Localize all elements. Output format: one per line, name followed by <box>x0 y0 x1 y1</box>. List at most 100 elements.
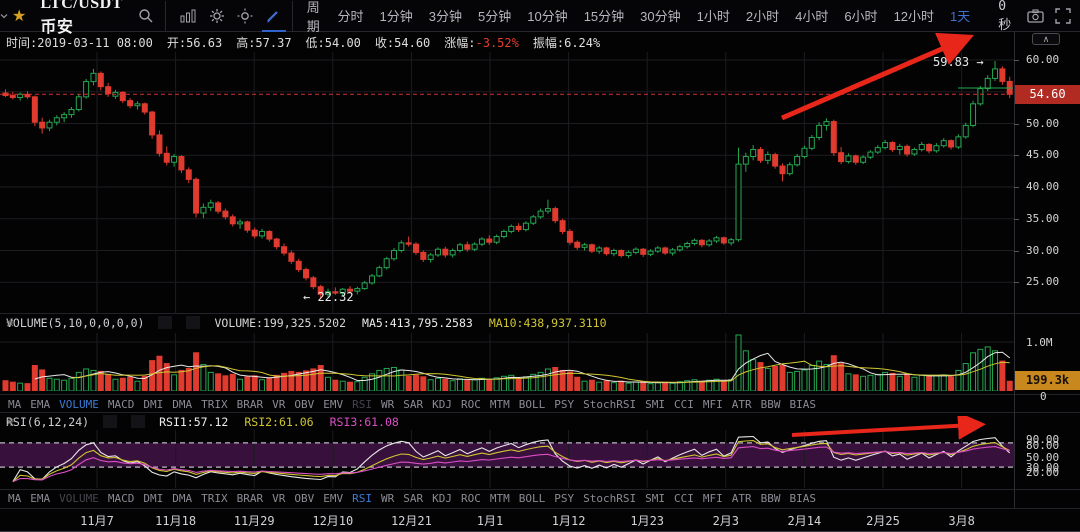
tab-smi[interactable]: SMI <box>645 397 665 411</box>
tab-brar[interactable]: BRAR <box>236 397 264 411</box>
rsi-tick: 30.00 <box>1026 461 1060 474</box>
timeframe-15分钟[interactable]: 15分钟 <box>583 9 625 24</box>
tab-volume[interactable]: VOLUME <box>59 491 99 505</box>
tab-boll[interactable]: BOLL <box>518 397 546 411</box>
tab-vr[interactable]: VR <box>272 491 286 505</box>
tab-wr[interactable]: WR <box>381 397 395 411</box>
favorite-star-icon[interactable]: ★ <box>12 7 27 25</box>
tab-rsi[interactable]: RSI <box>352 491 372 505</box>
tab-volume[interactable]: VOLUME <box>59 397 99 411</box>
tab-mtm[interactable]: MTM <box>489 397 510 411</box>
tab-trix[interactable]: TRIX <box>201 397 228 411</box>
collapse-axis-button[interactable]: ∧ <box>1032 33 1060 45</box>
tab-dma[interactable]: DMA <box>172 397 193 411</box>
timeframe-12小时[interactable]: 12小时 <box>893 9 935 24</box>
timeframe-分时[interactable]: 分时 <box>337 9 364 24</box>
timeframe-1分钟[interactable]: 1分钟 <box>379 9 413 24</box>
tab-smi[interactable]: SMI <box>645 491 665 505</box>
indicator-readout: MA10:438,937.3110 <box>488 315 607 330</box>
rsi-settings-icon[interactable] <box>6 415 118 428</box>
tick-mark <box>1014 124 1019 125</box>
ohlc-field: 涨幅:-3.52% <box>444 36 519 50</box>
tab-bias[interactable]: BIAS <box>789 491 816 505</box>
tab-mfi[interactable]: MFI <box>702 491 723 505</box>
volume-settings-icon[interactable] <box>6 316 173 329</box>
tab-mtm[interactable]: MTM <box>489 491 510 505</box>
tab-sar[interactable]: SAR <box>403 397 424 411</box>
timeframe-1天[interactable]: 1天 <box>950 9 971 24</box>
tab-wr[interactable]: WR <box>381 491 395 505</box>
timeframe-10分钟[interactable]: 10分钟 <box>527 9 568 24</box>
timeframe-1小时[interactable]: 1小时 <box>696 9 730 24</box>
tab-dmi[interactable]: DMI <box>143 397 164 411</box>
tab-vr[interactable]: VR <box>272 397 286 411</box>
tab-bias[interactable]: BIAS <box>789 397 816 411</box>
tab-trix[interactable]: TRIX <box>201 491 228 505</box>
indicator-readout: VOLUME:199,325.5202 <box>214 315 347 330</box>
settings-gear-icon[interactable] <box>208 5 224 27</box>
timeframe-3分钟[interactable]: 3分钟 <box>428 9 462 24</box>
rsi-close-icon[interactable] <box>6 415 146 428</box>
tab-kdj[interactable]: KDJ <box>432 397 452 411</box>
tab-ema[interactable]: EMA <box>30 397 51 411</box>
tab-ema[interactable]: EMA <box>30 491 51 505</box>
trend-arrow-annotation <box>781 32 975 121</box>
price-tick: 45.00 <box>1026 148 1060 161</box>
period-dropdown[interactable]: 周期 <box>0 0 324 35</box>
tab-mfi[interactable]: MFI <box>702 397 723 411</box>
camera-snapshot-icon[interactable] <box>1026 5 1044 27</box>
search-icon[interactable] <box>137 5 153 27</box>
tab-emv[interactable]: EMV <box>323 491 344 505</box>
tab-rsi[interactable]: RSI <box>352 397 372 411</box>
tab-macd[interactable]: MACD <box>107 491 135 505</box>
top-toolbar: ★ LTC/USDT 币安 周期 分时 1分钟 3分钟 5分钟 10分钟 15分钟 30分钟… <box>0 0 1080 36</box>
tab-atr[interactable]: ATR <box>731 491 752 505</box>
tab-ma[interactable]: MA <box>8 491 22 505</box>
tick-mark <box>1014 187 1019 188</box>
tab-roc[interactable]: ROC <box>461 491 481 505</box>
tab-sar[interactable]: SAR <box>403 491 424 505</box>
tab-emv[interactable]: EMV <box>323 397 344 411</box>
panel-divider <box>0 508 1080 509</box>
price-tick: 60.00 <box>1026 53 1060 66</box>
tab-cci[interactable]: CCI <box>673 397 694 411</box>
tab-ma[interactable]: MA <box>8 397 22 411</box>
date-tick: 1月1 <box>476 514 504 528</box>
tab-bbw[interactable]: BBW <box>760 491 781 505</box>
timeframe-5分钟[interactable]: 5分钟 <box>477 9 512 24</box>
tab-obv[interactable]: OBV <box>294 397 315 411</box>
candlestick-chart[interactable] <box>0 52 1014 313</box>
timeframe-6小时[interactable]: 6小时 <box>844 9 878 24</box>
tab-dmi[interactable]: DMI <box>143 491 164 505</box>
tick-mark <box>1014 60 1019 61</box>
price-tick: 35.00 <box>1026 212 1060 225</box>
tab-bbw[interactable]: BBW <box>760 397 781 411</box>
chevron-down-icon <box>0 13 8 18</box>
ohlc-field: 开:56.63 <box>166 36 223 50</box>
brightness-icon[interactable] <box>236 5 253 27</box>
tab-brar[interactable]: BRAR <box>236 491 264 505</box>
fullscreen-icon[interactable] <box>1054 5 1071 27</box>
timeframe-2小时[interactable]: 2小时 <box>745 9 780 24</box>
draw-pencil-icon[interactable] <box>261 5 286 32</box>
tab-cci[interactable]: CCI <box>673 491 694 505</box>
timeframe-4小时[interactable]: 4小时 <box>795 9 829 24</box>
tab-kdj[interactable]: KDJ <box>432 491 452 505</box>
tab-macd[interactable]: MACD <box>107 397 135 411</box>
tab-roc[interactable]: ROC <box>461 397 481 411</box>
tab-stochrsi[interactable]: StochRSI <box>583 397 637 411</box>
tab-dma[interactable]: DMA <box>172 491 193 505</box>
tick-mark <box>1014 282 1019 283</box>
price-tick: 25.00 <box>1026 275 1060 288</box>
tab-psy[interactable]: PSY <box>554 397 575 411</box>
timeframe-30分钟[interactable]: 30分钟 <box>640 9 681 24</box>
tab-psy[interactable]: PSY <box>554 491 575 505</box>
rsi-chart[interactable] <box>0 430 1014 488</box>
volume-close-icon[interactable] <box>6 316 201 329</box>
tab-obv[interactable]: OBV <box>294 491 315 505</box>
tab-atr[interactable]: ATR <box>731 397 752 411</box>
volume-chart[interactable] <box>0 333 1014 391</box>
tab-boll[interactable]: BOLL <box>518 491 546 505</box>
kline-chart-icon[interactable] <box>179 5 196 27</box>
tab-stochrsi[interactable]: StochRSI <box>583 491 637 505</box>
